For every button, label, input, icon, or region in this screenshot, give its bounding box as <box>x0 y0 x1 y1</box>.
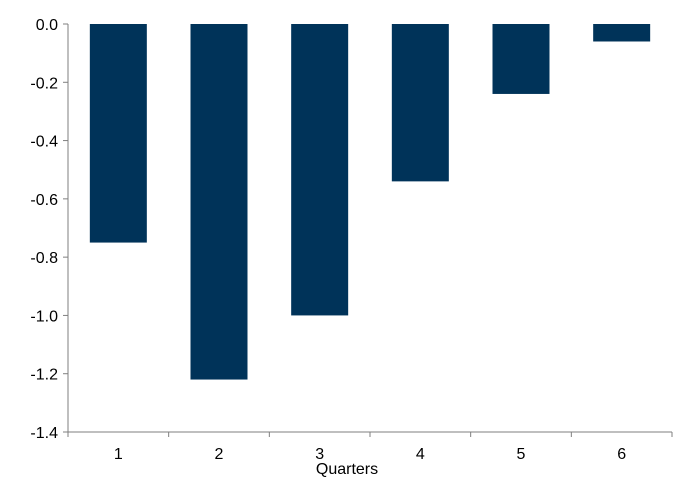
y-tick-label: -0.8 <box>30 250 58 267</box>
y-tick-label: -0.4 <box>30 134 58 151</box>
bar-1 <box>89 24 147 243</box>
y-tick-label: -0.2 <box>30 75 58 92</box>
y-tick-label: -1.2 <box>30 367 58 384</box>
x-tick-label: 5 <box>517 446 526 463</box>
x-ticks: 1 2 3 4 5 6 <box>67 432 673 463</box>
bar-4 <box>391 24 449 182</box>
bar-5 <box>492 24 550 94</box>
bar-6 <box>593 24 651 42</box>
axes <box>67 24 672 433</box>
x-tick-label: 2 <box>215 446 224 463</box>
x-tick-label: 6 <box>617 446 626 463</box>
bar-3 <box>291 24 349 316</box>
y-tick-label: -1.0 <box>30 308 58 325</box>
x-axis-label: Quarters <box>316 461 378 477</box>
x-tick-label: 1 <box>114 446 123 463</box>
y-tick-label: -1.4 <box>30 425 58 442</box>
x-tick-label: 4 <box>416 446 425 463</box>
y-ticks: 0.0 -0.2 -0.4 -0.6 -0.8 -1.0 -1.2 -1.4 <box>30 17 68 442</box>
y-tick-label: -0.6 <box>30 192 58 209</box>
bars <box>89 24 651 380</box>
y-tick-label: 0.0 <box>36 17 58 34</box>
x-tick-label: 3 <box>315 446 324 463</box>
bar-2 <box>190 24 248 380</box>
